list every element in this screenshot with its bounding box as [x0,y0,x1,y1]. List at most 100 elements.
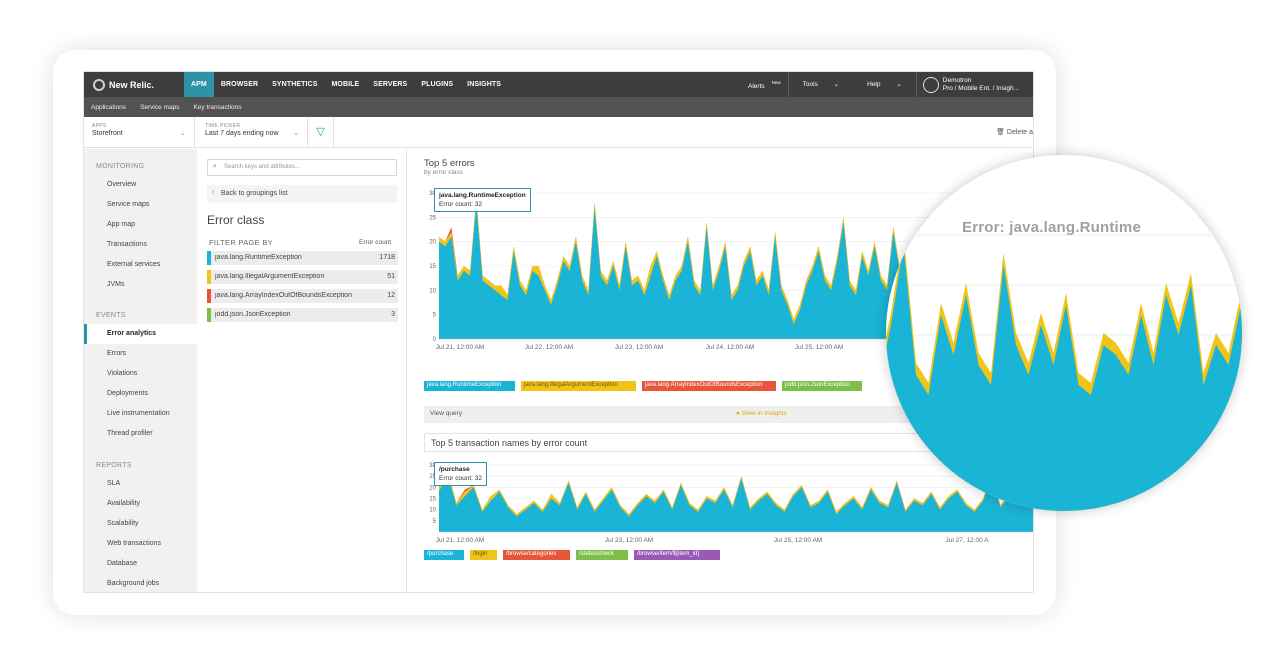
sidebar-item[interactable]: Overview [107,181,137,188]
filter-row-count: 12 [387,292,395,299]
filter-funnel-button[interactable]: ▽ [308,117,334,148]
apps-picker-label: APPS [92,123,107,129]
help-menu[interactable]: Help ⌄ [853,72,916,97]
sidebar-item[interactable]: External services [107,261,161,268]
sidebar-item[interactable]: Transactions [107,241,147,248]
sidebar-item[interactable]: Deployments [107,390,148,397]
x-tick-label: Jul 22, 12:00 AM [525,344,573,351]
logo-ring-icon [93,78,105,91]
avatar-icon [922,76,939,93]
sidebar-section-events: EVENTS [96,312,126,319]
legend-item[interactable]: /login [470,550,497,560]
sidebar-item[interactable]: Thread profiler [107,430,153,437]
chart1-title: Top 5 errors [424,158,475,169]
filter-row-name: java.lang.IllegalArgumentException [215,273,325,280]
sidebar-item[interactable]: Error analytics [84,324,197,344]
sidebar-item[interactable]: SLA [107,480,121,487]
sidebar-item[interactable]: Availability [107,500,140,507]
filter-row-name: java.lang.ArrayIndexOutOfBoundsException [215,292,352,299]
nav-servers[interactable]: SERVERS [373,81,408,88]
transactions-chart[interactable]: 30 25 20 15 10 5 Jul 21, 12:00 AM Jul 23, 12:00… [407,459,1034,554]
legend-item[interactable]: /purchase [424,550,464,560]
tooltip-count: Error count: 32 [439,475,482,482]
picker-bar: APPS Storefront ⌄ TIME PICKER Last 7 day… [84,117,1033,148]
chart2-title: Top 5 transaction names by error count [431,438,588,448]
y-tick-label: 10 [429,288,436,294]
sub-navigation-bar: Applications Service maps Key transactions [84,97,1033,117]
sidebar-section-monitoring: MONITORING [96,163,145,170]
sidebar-section-reports: REPORTS [96,462,132,469]
nav-plugins[interactable]: PLUGINS [421,81,454,88]
user-account: Pro / Mobile Ent. / Insigh... [942,84,1019,92]
sidebar-item[interactable]: Violations [107,370,138,377]
legend-item[interactable]: java.lang.ArrayIndexOutOfBoundsException [642,381,776,391]
back-to-groupings-button[interactable]: ‹ Back to groupings list [207,185,397,203]
user-menu[interactable]: Demotron Pro / Mobile Ent. / Insigh... [917,76,1033,93]
sidebar-item[interactable]: Scalability [107,520,139,527]
view-in-insights-link[interactable]: ● View in Insights [736,410,787,417]
alerts-link[interactable]: Alerts New [748,80,781,90]
magnified-chart [886,233,1242,511]
filter-row-count: 3 [391,311,395,318]
alerts-new-badge: New [771,80,781,86]
subnav-item[interactable]: Applications [91,103,127,111]
subnav-item[interactable]: Service maps [140,103,180,111]
sidebar-item[interactable]: Database [107,560,137,567]
back-label: Back to groupings list [221,190,288,197]
chevron-down-icon: ⌄ [833,81,840,88]
new-relic-logo[interactable]: New Relic. [84,78,184,91]
product-nav: APM BROWSER SYNTHETICS MOBILE SERVERS PLUGINS… [184,72,508,97]
search-placeholder: Search keys and attributes... [224,164,301,170]
chevron-down-icon: ⌄ [896,81,902,88]
filter-row[interactable]: java.lang.RuntimeException 1718 [207,251,398,265]
nav-browser[interactable]: BROWSER [220,81,259,88]
legend-item[interactable]: /browse/item/${item_id} [634,550,720,560]
search-input[interactable]: ⌕ Search keys and attributes... [207,159,397,176]
nav-insights[interactable]: INSIGHTS [467,81,502,88]
sidebar-item[interactable]: Errors [107,350,127,357]
apps-picker[interactable]: APPS Storefront ⌄ [84,117,195,148]
filter-row[interactable]: jodd.json.JsonException 3 [207,308,398,322]
left-sidebar: MONITORING Overview Service maps App map Tra… [84,149,197,592]
app-screen: New Relic. APM BROWSER SYNTHETICS MOBILE SER… [83,71,1034,593]
sidebar-item[interactable]: Background jobs [107,580,160,587]
view-query-bar[interactable]: View query ● View in Insights [424,406,1033,423]
x-tick-label: Jul 25, 12:00 AM [795,344,843,351]
apps-picker-value: Storefront [92,130,123,137]
tools-menu[interactable]: Tools ⌄ [789,72,853,97]
legend-item[interactable]: /status/check [576,550,628,560]
sidebar-item[interactable]: Service maps [107,201,150,208]
delete-button[interactable]: 🗑 Delete a [996,129,1033,136]
sidebar-item[interactable]: JVMs [107,281,125,288]
view-query-label: View query [430,410,463,417]
time-picker[interactable]: TIME PICKER Last 7 days ending now ⌄ [197,117,308,148]
y-tick-label: 20 [429,485,436,491]
insights-dot-icon: ● [736,410,740,417]
divider [915,72,917,97]
magnifier-label: Error: java.lang.Runtime [962,219,1142,236]
filter-row-count: 51 [387,273,395,280]
logo-text: New Relic. [109,79,155,90]
legend-item[interactable]: java.lang.RuntimeException [424,381,515,391]
sidebar-item[interactable]: Live instrumentation [107,410,170,417]
chart1-tooltip: java.lang.RuntimeException Error count: … [434,188,531,212]
filter-row[interactable]: java.lang.ArrayIndexOutOfBoundsException… [207,289,398,303]
legend-item[interactable]: java.lang.IllegalArgumentException [521,381,636,391]
nav-apm[interactable]: APM [184,72,214,97]
filter-row[interactable]: java.lang.IllegalArgumentException 51 [207,270,398,284]
filter-title: Error class [207,213,265,227]
nav-synthetics[interactable]: SYNTHETICS [272,81,318,88]
area-series-0 [439,202,1024,339]
legend-item[interactable]: jodd.json.JsonException [782,381,862,391]
subnav-item[interactable]: Key transactions [193,103,242,111]
x-tick-label: Jul 23, 12:00 AM [615,344,663,351]
series-swatch [207,289,211,303]
series-swatch [207,308,211,322]
legend-item[interactable]: /browse/categories [503,550,570,560]
sidebar-item[interactable]: App map [107,221,136,228]
divider [787,72,789,97]
sidebar-item[interactable]: Web transactions [107,540,161,547]
nav-mobile[interactable]: MOBILE [331,81,360,88]
x-tick-label: Jul 21, 12:00 AM [436,537,484,544]
